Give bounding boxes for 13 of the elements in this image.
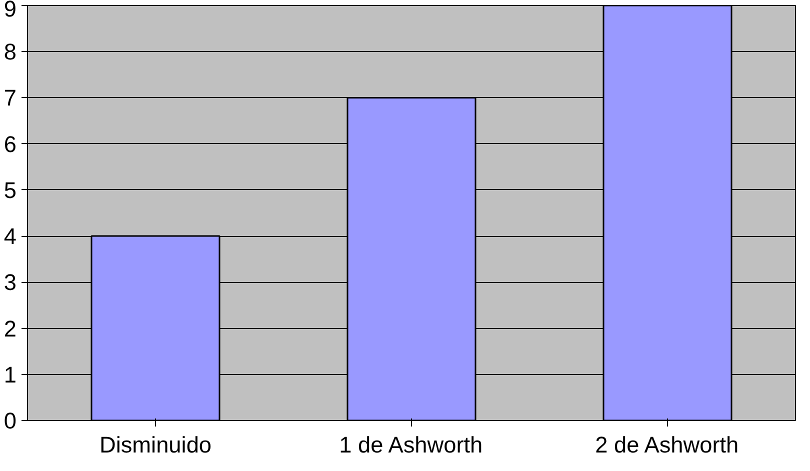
y-tick-label: 2 — [4, 315, 17, 342]
y-tick-label: 7 — [4, 84, 17, 111]
x-tick-label: 2 de Ashworth — [595, 432, 739, 458]
y-tick-label: 6 — [4, 130, 17, 157]
y-tick-label: 8 — [4, 38, 17, 65]
y-tick-label: 0 — [4, 408, 17, 434]
y-tick-label: 3 — [4, 269, 17, 296]
y-tick-label: 9 — [4, 0, 17, 22]
x-tick-label: Disminuido — [99, 432, 212, 458]
y-tick-label: 4 — [4, 223, 17, 250]
y-tick-label: 5 — [4, 176, 17, 203]
y-tick-label: 1 — [4, 361, 17, 388]
x-tick-label: 1 de Ashworth — [339, 432, 483, 458]
